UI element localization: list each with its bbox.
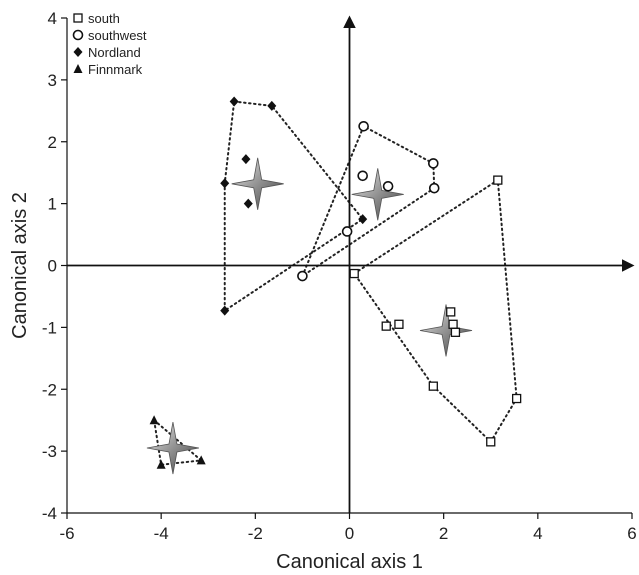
y-tick-label: 3 <box>48 71 57 90</box>
southwest-point <box>428 182 440 194</box>
x-axis-title: Canonical axis 1 <box>276 551 423 573</box>
south-point <box>493 175 503 185</box>
south-point <box>394 319 404 329</box>
south-point <box>428 381 438 391</box>
legend-label-nordland: Nordland <box>88 45 141 60</box>
south-point <box>450 327 461 337</box>
legend-label-finnmark: Finnmark <box>88 62 143 77</box>
south-point <box>448 319 458 329</box>
finnmark-point <box>196 455 206 465</box>
legend-label-south: south <box>88 11 120 26</box>
nordland-point <box>241 154 251 165</box>
southwest-point <box>357 170 368 182</box>
x-tick-label: 4 <box>533 524 542 543</box>
southwest-centroid <box>351 168 404 221</box>
southwest-point <box>428 158 439 169</box>
x-tick-label: 2 <box>439 524 448 543</box>
y-tick-label: -2 <box>42 380 57 399</box>
legend-marker-nordland <box>73 47 83 57</box>
nordland-point <box>267 100 277 111</box>
x-tick-label: 6 <box>627 524 636 543</box>
y-tick-label: 4 <box>48 9 57 28</box>
south-point <box>349 268 359 279</box>
south-point <box>446 307 456 317</box>
nordland-point <box>229 96 239 107</box>
southwest-point <box>297 270 308 282</box>
south-point <box>486 437 496 447</box>
finnmark-point <box>156 459 166 469</box>
southwest-point <box>341 226 353 237</box>
x-tick-label: -6 <box>59 524 74 543</box>
finnmark-centroid <box>146 421 200 475</box>
y-tick-label: -1 <box>42 318 57 337</box>
y-tick-label: 1 <box>48 195 57 214</box>
x-tick-label: -4 <box>154 524 169 543</box>
legend-marker-south <box>73 13 83 23</box>
y-tick-label: 0 <box>48 257 57 276</box>
south-hull <box>353 178 518 444</box>
y-tick-label: 2 <box>48 133 57 152</box>
nordland-centroid <box>231 157 284 210</box>
legend-marker-southwest <box>72 29 84 41</box>
south-centroid <box>419 304 473 357</box>
y-tick-label: -3 <box>42 442 57 461</box>
southwest-point <box>382 181 394 192</box>
nordland-point <box>220 305 230 316</box>
finnmark-hull <box>153 419 204 466</box>
nordland-point <box>358 214 368 225</box>
legend-marker-finnmark <box>73 64 83 73</box>
southwest-point <box>358 120 369 132</box>
legend-label-southwest: southwest <box>88 28 147 43</box>
south-point <box>381 321 391 331</box>
south-point <box>511 393 522 404</box>
x-tick-label: 0 <box>345 524 354 543</box>
nordland-point <box>220 178 230 189</box>
y-tick-label: -4 <box>42 504 57 523</box>
x-tick-label: -2 <box>248 524 263 543</box>
finnmark-point <box>149 415 159 425</box>
y-axis-title: Canonical axis 2 <box>9 192 31 339</box>
southwest-hull <box>301 124 436 278</box>
nordland-point <box>243 198 253 209</box>
nordland-hull <box>223 100 365 313</box>
